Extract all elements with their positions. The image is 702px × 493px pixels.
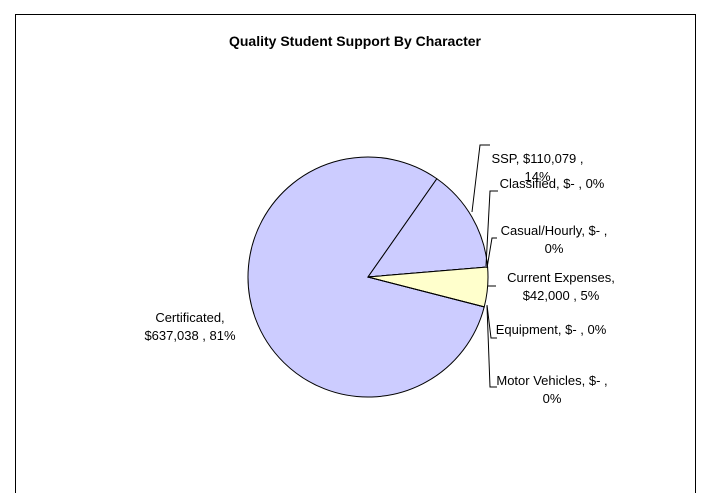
pie-slice (366, 178, 489, 278)
leader-line (486, 237, 497, 269)
data-label: SSP, $110,079 , 14% (491, 151, 584, 184)
data-label: Certificated, $637,038 , 81% (144, 310, 236, 343)
data-label: Classified, $- , 0% (499, 176, 605, 191)
data-label: Casual/Hourly, $- , 0% (500, 223, 608, 256)
pie-slice (247, 156, 485, 398)
leader-line (486, 304, 497, 339)
leader-line (486, 305, 497, 388)
leader-lines (471, 144, 498, 388)
data-label: Motor Vehicles, $- , 0% (496, 373, 608, 406)
pie (247, 156, 489, 398)
chart-title: Quality Student Support By Character (228, 33, 482, 49)
data-label: Current Expenses, $42,000 , 5% (507, 270, 615, 303)
leader-line (485, 190, 498, 267)
data-label: Equipment, $- , 0% (495, 322, 607, 337)
leader-line (471, 144, 490, 213)
